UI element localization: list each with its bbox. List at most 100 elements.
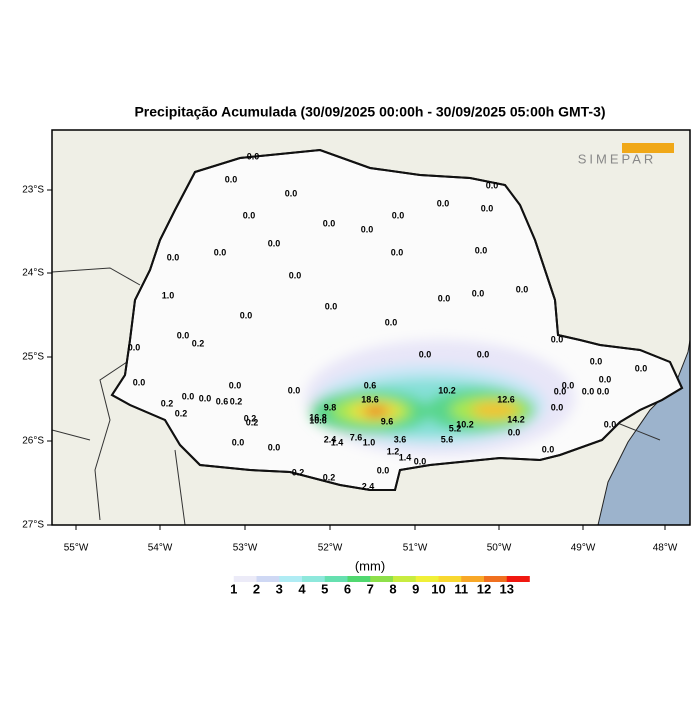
station-value: 0.0	[214, 247, 227, 257]
station-value: 1.2	[387, 446, 400, 456]
colorbar-swatch	[438, 576, 462, 582]
station-value: 2.4	[362, 481, 375, 491]
station-value: 0.0	[437, 198, 450, 208]
station-value: 0.0	[268, 442, 281, 452]
station-value: 0.0	[477, 349, 490, 359]
station-value: 1.0	[162, 290, 175, 300]
colorbar-label: 8	[389, 581, 396, 596]
lon-tick-label: 49°W	[571, 543, 596, 554]
station-value: 0.2	[244, 413, 257, 423]
lon-tick-label: 55°W	[64, 543, 89, 554]
station-value: 0.0	[481, 203, 494, 213]
colorbar-swatch	[461, 576, 485, 582]
station-value: 0.0	[508, 427, 521, 437]
colorbar-swatch	[347, 576, 371, 582]
station-value: 0.0	[229, 380, 242, 390]
station-value: 0.0	[414, 456, 427, 466]
station-value: 0.0	[438, 293, 451, 303]
station-value: 9.8	[324, 402, 337, 412]
lon-tick-label: 51°W	[403, 543, 428, 554]
station-value: 0.0	[392, 210, 405, 220]
station-value: 0.0	[285, 188, 298, 198]
station-value: 0.0	[128, 342, 141, 352]
colorbar-swatch	[256, 576, 280, 582]
colorbar-label: 7	[367, 581, 374, 596]
colorbar-label: 13	[500, 581, 514, 596]
station-value: 0.0	[554, 386, 567, 396]
colorbar-swatch	[324, 576, 348, 582]
station-value: 0.0	[516, 284, 529, 294]
lon-tick-label: 54°W	[148, 543, 173, 554]
station-value: 0.0	[486, 180, 499, 190]
station-value: 0.0	[167, 252, 180, 262]
station-value: 7.6	[350, 432, 363, 442]
station-value: 0.0	[604, 419, 617, 429]
colorbar-unit: (mm)	[355, 558, 385, 573]
lon-tick-label: 50°W	[487, 543, 512, 554]
station-value: 0.2	[192, 338, 205, 348]
station-value: 0.0	[377, 465, 390, 475]
lat-tick-label: 27°S	[22, 520, 44, 531]
station-value: 0.6	[216, 396, 229, 406]
station-value: 0.0	[361, 224, 374, 234]
station-value: 10.2	[438, 385, 456, 395]
lon-tick-label: 48°W	[653, 543, 678, 554]
station-value: 2.4	[324, 434, 337, 444]
station-value: 3.6	[394, 434, 407, 444]
station-value: 0.0	[562, 380, 575, 390]
map-area: 0.00.00.00.00.00.00.00.00.0 0.00.0 0.00.00…	[52, 130, 690, 525]
lat-tick-label: 23°S	[22, 185, 44, 196]
station-value: 0.0	[199, 393, 212, 403]
ocean	[597, 339, 690, 525]
station-value: 0.0	[590, 356, 603, 366]
station-value: 0.2	[323, 472, 336, 482]
station-value: 0.0	[385, 317, 398, 327]
precip-field	[305, 340, 575, 456]
map-title: Precipitação Acumulada (30/09/2025 00:00…	[134, 104, 605, 120]
station-value: 0.2	[175, 408, 188, 418]
colorbar-swatch	[506, 576, 530, 582]
station-value: 0.0	[247, 151, 260, 161]
station-value: 0.0	[232, 437, 245, 447]
colorbar-label: 12	[477, 581, 491, 596]
station-value: 0.0	[323, 218, 336, 228]
station-value: 18.6	[361, 394, 379, 404]
borders	[52, 267, 661, 525]
station-value: 5.6	[441, 434, 454, 444]
station-value: 0.0	[182, 391, 195, 401]
station-value: 0.0	[475, 245, 488, 255]
station-value: 1.4	[399, 452, 412, 462]
colorbar-label: 4	[298, 581, 306, 596]
station-value: 0.6	[364, 380, 377, 390]
station-value: 0.0	[635, 363, 648, 373]
colorbar-swatch	[484, 576, 508, 582]
station-value: 0.2	[161, 398, 174, 408]
colorbar-swatch	[370, 576, 394, 582]
lon-tick-label: 52°W	[318, 543, 343, 554]
colorbar-swatch	[415, 576, 439, 582]
colorbar-label: 9	[412, 581, 419, 596]
station-value: 0.0	[542, 444, 555, 454]
colorbar-label: 5	[321, 581, 328, 596]
lon-tick-label: 53°W	[233, 543, 258, 554]
colorbar-label: 10	[431, 581, 445, 596]
axes: 23°S 24°S 25°S 26°S 27°S 55°W 54°W 53°W 52°W 51°W…	[22, 185, 678, 554]
station-value: 9.6	[381, 416, 394, 426]
station-value: 12.6	[497, 394, 515, 404]
station-value: 1.4	[331, 437, 344, 447]
station-value: 0.0	[551, 334, 564, 344]
station-value: 0.0	[225, 174, 238, 184]
station-value: 0.0	[177, 330, 190, 340]
station-value: 0.0	[289, 270, 302, 280]
station-value: 1.0	[363, 437, 376, 447]
station-value: 10.6	[309, 415, 327, 425]
station-value: 0.0	[582, 386, 595, 396]
station-value: 0.0	[325, 301, 338, 311]
colorbar-label: 1	[230, 581, 237, 596]
colorbar-label: 3	[276, 581, 283, 596]
station-value: 0.0	[243, 210, 256, 220]
station-value: 16.8	[309, 412, 327, 422]
station-labels: 0.00.00.00.00.00.00.00.00.0 0.00.0 0.00.00…	[128, 151, 648, 491]
colorbar-label: 11	[454, 581, 468, 596]
station-value: 0.2	[230, 396, 243, 406]
